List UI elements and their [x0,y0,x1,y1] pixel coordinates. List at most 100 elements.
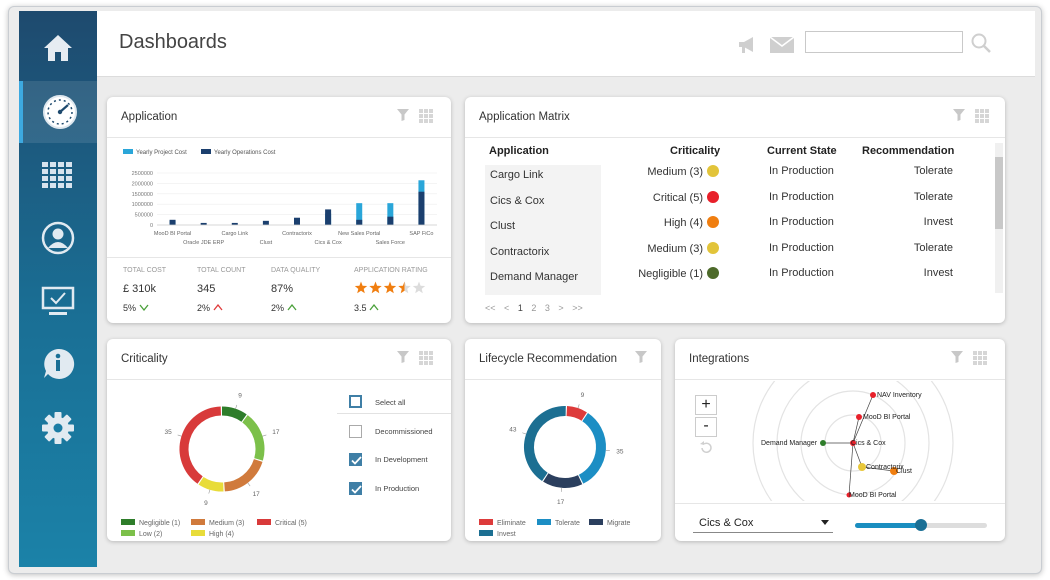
criticality-text: High (4) [663,217,703,229]
gauge-icon [43,95,77,129]
table-view-icon[interactable] [975,109,989,123]
legend-swatch [191,519,205,525]
filter-label: In Development [375,455,428,464]
zoom-in-button[interactable]: + [695,395,717,415]
sidebar-item-grid[interactable] [19,145,97,207]
application-bar-chart: Yearly Project Cost Yearly Operations Cos… [123,149,437,246]
search-icon[interactable] [971,33,991,53]
pager-prev[interactable]: < [504,303,510,313]
pager-page[interactable]: 3 [544,303,550,313]
select-all-checkbox[interactable] [349,395,362,408]
cell-application[interactable]: Clust [490,220,516,232]
bar-operations-cost [231,222,238,225]
app-column-bg [485,165,601,295]
kpi-change: 3.5 [354,303,379,313]
donut-slice[interactable] [543,473,583,488]
legend-item[interactable]: Critical (5) [257,519,307,527]
donut-slice[interactable] [198,476,224,492]
decommissioned-checkbox[interactable] [349,425,362,438]
bar-operations-cost [418,191,425,225]
sidebar-item-monitor[interactable] [19,271,97,333]
donut-slice[interactable] [221,406,247,422]
cell-application[interactable]: Contractorix [490,245,550,258]
table-view-icon[interactable] [419,109,433,123]
integration-select[interactable]: Cics & Cox [693,513,833,533]
node-demand-manager[interactable] [820,440,826,446]
criticality-donut-chart: 9 17 17 9 35 [165,392,280,505]
filter-icon[interactable] [635,351,647,363]
donut-slice[interactable] [223,458,263,492]
cell-application[interactable]: Demand Manager [490,271,579,283]
node-cics-cox[interactable] [850,440,856,446]
star-icon [369,281,382,294]
megaphone-icon[interactable] [737,35,759,55]
legend-item[interactable]: High (4) [191,530,234,538]
bar-operations-cost [387,216,394,225]
cell-recommendation: Tolerate [913,241,953,254]
sidebar [19,11,97,567]
search-input[interactable] [805,31,963,53]
pager-page[interactable]: 1 [517,303,523,313]
kpi-label: TOTAL COUNT [197,267,246,274]
pager-first[interactable]: << [485,303,496,313]
sidebar-item-user[interactable] [19,207,97,269]
node-clust[interactable] [890,467,898,475]
donut-slice[interactable] [524,406,566,481]
scrollbar-thumb[interactable] [995,157,1003,229]
legend-item[interactable]: Low (2) [121,530,162,538]
kpi-change-value: 5% [123,303,137,313]
panel-title: Application Matrix [479,111,570,123]
pager-page[interactable]: 2 [531,303,537,313]
donut-slice[interactable] [179,406,222,484]
mail-icon[interactable] [770,37,794,53]
filter-icon[interactable] [951,351,963,363]
col-header-application: Application [489,145,549,157]
cell-criticality: Negligible (1) [638,267,719,280]
pager-next[interactable]: > [558,303,564,313]
filter-label: Decommissioned [375,427,433,436]
node-mood-bi-portal[interactable] [856,414,862,420]
node-nav-inventory[interactable] [870,392,876,398]
table-view-icon[interactable] [419,351,433,365]
x-tick-label: Cargo Link [221,231,248,237]
node-contractorix[interactable] [858,463,866,471]
slice-value-label: 9 [238,392,242,399]
legend-item[interactable]: Eliminate [479,519,526,527]
sidebar-item-settings[interactable] [19,397,97,459]
legend-item[interactable]: Migrate [589,519,630,527]
range-slider[interactable] [855,519,987,531]
cell-application[interactable]: Cargo Link [490,169,544,181]
filter-icon[interactable] [397,109,409,121]
sidebar-item-info[interactable] [19,333,97,395]
table-view-icon[interactable] [973,351,987,365]
filter-icon[interactable] [953,109,965,121]
filter-icon[interactable] [397,351,409,363]
donut-slice[interactable] [578,413,606,484]
legend-swatch [201,149,211,154]
donut-slice[interactable] [242,415,265,461]
legend-label: Yearly Project Cost [136,150,187,156]
sidebar-item-dashboards[interactable] [19,81,97,143]
application-panel: Application Yearly Project Cost Yearly Op… [107,97,451,323]
legend-item[interactable]: Negligible (1) [121,519,180,527]
in-development-checkbox[interactable] [349,453,362,466]
node-mood-bi-portal-2[interactable] [846,492,852,498]
kpi-change: 2% [197,303,223,313]
legend-item[interactable]: Tolerate [537,519,580,527]
cell-application[interactable]: Cics & Cox [490,194,545,207]
cell-recommendation: Tolerate [913,190,953,203]
reset-icon[interactable] [699,441,713,455]
legend-item[interactable]: Invest [479,530,516,538]
scrollbar[interactable] [995,143,1003,293]
sidebar-item-home[interactable] [19,17,97,79]
donut-slice[interactable] [566,406,587,421]
cell-recommendation: Invest [923,267,953,279]
in-production-checkbox[interactable] [349,482,362,495]
x-tick-label: Sales Force [376,240,405,246]
zoom-out-button[interactable]: - [695,417,717,437]
pager-last[interactable]: >> [572,303,583,313]
y-tick-label: 1500000 [132,192,153,198]
slider-thumb[interactable] [915,519,927,531]
legend-swatch [121,530,135,536]
legend-item[interactable]: Medium (3) [191,519,244,527]
